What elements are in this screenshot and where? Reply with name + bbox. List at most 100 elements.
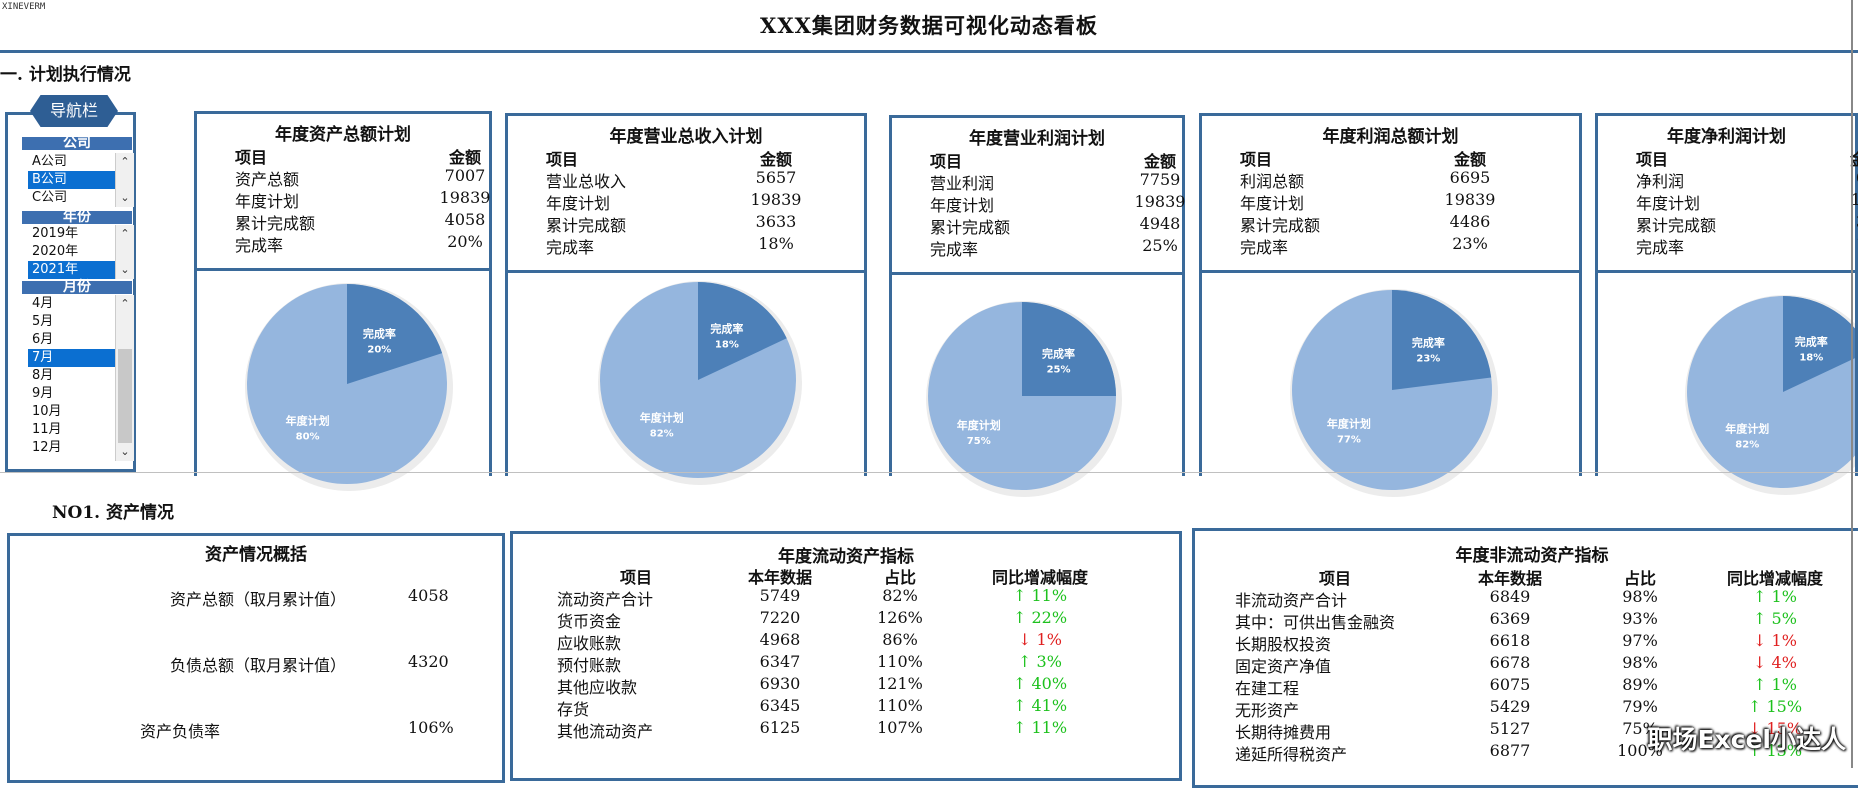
noncurrent-assets-title: 年度非流动资产指标 (1455, 546, 1609, 566)
cell-item: 其中：可供出售金融资 (1235, 613, 1396, 632)
cell-ratio: 98% (1622, 587, 1658, 606)
slicer-item[interactable]: 8月 (32, 368, 54, 383)
slicer-item[interactable]: 2020年 (32, 244, 79, 259)
scroll-down-icon[interactable]: ⌄ (120, 263, 130, 276)
plan-row-value: 7007 (444, 166, 486, 185)
table-row: 应收账款 4968 86% ↓ 1% (557, 630, 1125, 653)
plan-table: 项目 金额净利润 64 年度计划 198 累计完成额 35 完成率 18 (1636, 146, 1858, 257)
table-row: 无形资产 5429 79% ↑ 15% (1235, 697, 1855, 720)
plan-row: 年度计划 19839 (235, 188, 525, 211)
arrow-down-icon: ↓ (1018, 630, 1037, 649)
plan-table-header: 项目 金额 (930, 148, 1220, 171)
plan-row-value: 18% (758, 234, 794, 253)
plan-row-label: 累计完成额 (930, 218, 1011, 237)
plan-row: 完成率 25% (930, 236, 1220, 259)
slicer-item[interactable]: B公司 (28, 171, 116, 189)
plan-row: 累计完成额 4948 (930, 214, 1220, 237)
plan-table: 项目 金额 营业总收入 5657 年度计划 19839 累计完成额 3633 完成率 18% (546, 146, 836, 257)
slicer-item[interactable]: 7月 (28, 349, 116, 367)
table-row: 存货 6345 110% ↑ 41% (557, 696, 1125, 719)
plan-row: 完成率 20% (235, 232, 525, 255)
plan-title: 年度营业总收入计划 (609, 127, 763, 147)
change-value: 1% (1771, 587, 1797, 606)
slicer-item[interactable]: 2019年 (32, 226, 79, 241)
plan-row-value: 3633 (755, 212, 797, 231)
plan-row-label: 年度计划 (930, 196, 995, 215)
year-scrollbar[interactable]: ⌃ ⌄ (115, 225, 134, 279)
cell-item: 流动资产合计 (557, 590, 654, 609)
current-assets-card: 年度流动资产指标 项目 本年数据 占比 同比增减幅度 流动资产合计 5749 82% ↑ 11… (510, 531, 1182, 781)
plan-table: 项目 金额 资产总额 7007 年度计划 19839 累计完成额 4058 完成率 20% (235, 144, 525, 255)
slicer-item[interactable]: A公司 (32, 154, 67, 169)
cell-ratio: 79% (1622, 697, 1658, 716)
plan-row-value: 4058 (444, 210, 486, 229)
table-row: 流动资产合计 5749 82% ↑ 11% (557, 586, 1125, 609)
plan-row: 资产总额 7007 (235, 166, 525, 189)
nav-button[interactable]: 导航栏 (30, 95, 118, 127)
plan-divider (1598, 270, 1855, 273)
cell-change: ↑ 40% (955, 674, 1125, 696)
pie-label-done: 完成率 (1042, 346, 1075, 360)
pie-label-done: 完成率 (363, 327, 396, 341)
scroll-thumb[interactable] (118, 349, 132, 443)
arrow-up-icon: ↑ (1012, 586, 1032, 605)
cell-item: 其他流动资产 (557, 722, 654, 741)
change-value: 40% (1031, 674, 1068, 693)
asset-summary-title: 资产情况概括 (205, 545, 307, 565)
brand-tag: XINEVERM (2, 2, 46, 12)
cell-value: 5429 (1489, 697, 1531, 716)
plan-row-value: 19839 (1134, 192, 1186, 211)
change-value: 3% (1036, 652, 1062, 671)
table-row: 预付账款 6347 110% ↑ 3% (557, 652, 1125, 675)
plan-row: 营业总收入 5657 (546, 168, 836, 191)
plan-table-header: 项目 金额 (1240, 146, 1530, 169)
plan-pie-chart: 完成率 20% 年度计划 80% (245, 283, 453, 491)
summary-label: 资产总额（取月累计值） (170, 590, 347, 609)
plan-row: 年度计划 19839 (546, 190, 836, 213)
plan-row-label: 年度计划 (546, 194, 611, 213)
scroll-down-icon[interactable]: ⌄ (120, 445, 130, 458)
arrow-up-icon: ↑ (1012, 674, 1032, 693)
slicer-item[interactable]: 5月 (32, 314, 54, 329)
cell-change: ↑ 22% (955, 608, 1125, 630)
cell-ratio: 75% (1622, 719, 1658, 738)
col-item-header: 项目 (546, 150, 579, 169)
slicer-item[interactable]: 9月 (32, 386, 54, 401)
scroll-up-icon[interactable]: ⌃ (120, 227, 130, 240)
pie-slice-done (347, 284, 443, 384)
slicer-item[interactable]: 2021年 (28, 261, 116, 279)
plan-row-value: 4948 (1139, 214, 1181, 233)
col-item-header: 项目 (235, 148, 268, 167)
slicer-item[interactable]: 10月 (32, 404, 62, 419)
cell-value: 6075 (1489, 675, 1531, 694)
table-row: 非流动资产合计 6849 98% ↑ 1% (1235, 587, 1855, 610)
pie-pct-plan: 75% (967, 436, 991, 447)
arrow-up-icon: ↑ (1012, 696, 1032, 715)
arrow-down-icon: ↓ (1753, 653, 1772, 672)
slicer-item[interactable]: 4月 (32, 296, 54, 311)
title-bar (0, 0, 1858, 53)
slicer-item[interactable]: 12月 (32, 440, 62, 455)
page-title: XXX集团财务数据可视化动态看板 (760, 13, 1098, 38)
scroll-up-icon[interactable]: ⌃ (120, 297, 130, 310)
scroll-up-icon[interactable]: ⌃ (120, 155, 130, 168)
plan-row: 年度计划 19839 (930, 192, 1220, 215)
column-header: 占比 (1623, 569, 1656, 588)
company-scrollbar[interactable]: ⌃ ⌄ (115, 153, 134, 207)
table-row: 固定资产净值 6678 98% ↓ 4% (1235, 653, 1855, 676)
plan-divider (892, 272, 1182, 275)
plan-row-value: 23% (1452, 234, 1488, 253)
month-scrollbar[interactable]: ⌃ ⌄ (115, 295, 134, 461)
plan-row-value: 19839 (439, 188, 491, 207)
pie-slice-done (1783, 296, 1855, 392)
slicer-item[interactable]: C公司 (32, 190, 68, 205)
col-amount-header: 金额 (759, 150, 792, 169)
plan-row-value: 19839 (1444, 190, 1496, 209)
cell-value: 4968 (759, 630, 801, 649)
cell-value: 6678 (1489, 653, 1531, 672)
column-header: 同比增减幅度 (1726, 569, 1823, 588)
slicer-item[interactable]: 11月 (32, 422, 62, 437)
scroll-down-icon[interactable]: ⌄ (120, 191, 130, 204)
section-title-assets: NO1. 资产情况 (52, 503, 175, 523)
slicer-item[interactable]: 6月 (32, 332, 54, 347)
